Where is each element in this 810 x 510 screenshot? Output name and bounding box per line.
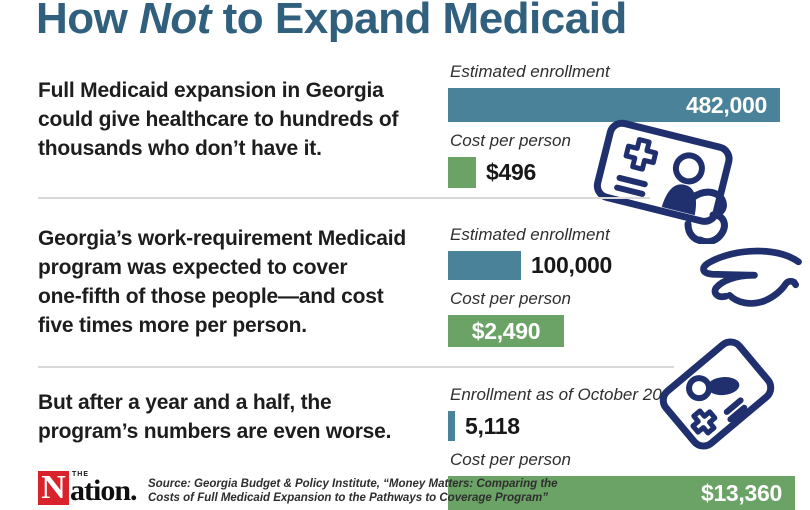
cost-bar: $13,360 (448, 476, 795, 510)
cost-value: $496 (486, 159, 536, 185)
enrollment-bar (448, 251, 521, 280)
cost-bar: $2,490 (448, 315, 564, 347)
section-divider (38, 366, 674, 368)
paragraph-line: Full Medicaid expansion in Georgia (38, 79, 384, 102)
section-divider (38, 197, 650, 199)
paragraph-line: could give healthcare to hundreds of (38, 108, 399, 131)
paragraph-full-expansion: Full Medicaid expansion in Georgia could… (38, 76, 399, 163)
cost-value: $2,490 (471, 317, 541, 344)
enrollment-value: 482,000 (685, 91, 767, 118)
enrollment-bar (448, 411, 455, 441)
nation-logo-n: N (38, 471, 69, 505)
source-attribution: Source: Georgia Budget & Policy Institut… (148, 477, 558, 505)
paragraph-line: thousands who don’t have it. (38, 137, 322, 160)
nation-logo-ation: ation. (70, 474, 138, 507)
chart-pathways-expected: Estimated enrollment 100,000 Cost per pe… (448, 225, 612, 347)
cost-bar-row: $496 (448, 157, 780, 188)
cost-bar (448, 157, 476, 188)
enrollment-label: Estimated enrollment (450, 62, 610, 81)
paragraph-actual-numbers: But after a year and a half, the program… (38, 388, 391, 446)
title-text: How (36, 0, 140, 43)
enrollment-bar: 482,000 (448, 88, 780, 122)
hand-holding-card-icon (593, 119, 733, 244)
enrollment-bar-row: 100,000 (448, 251, 612, 280)
enrollment-bar-row: 5,118 (448, 411, 795, 441)
enrollment-label: Estimated enrollment (450, 225, 610, 244)
chart-pathways-actual: Enrollment as of October 2024 5,118 Cost… (448, 385, 795, 510)
enrollment-label: Enrollment as of October 2024 (450, 385, 681, 404)
cost-value: $13,360 (700, 479, 782, 506)
nation-logo-the: THE (72, 471, 89, 478)
chart-full-expansion: Estimated enrollment 482,000 Cost per pe… (448, 62, 780, 188)
cost-label: Cost per person (450, 450, 571, 469)
title-text: to Expand Medicaid (210, 0, 628, 43)
nation-logo: N THE ation. (38, 470, 138, 507)
paragraph-line: Georgia’s work-requirement Medicaid (38, 227, 406, 250)
cost-label: Cost per person (450, 131, 571, 150)
paragraph-line: program’s numbers are even worse. (38, 420, 392, 443)
dropping-hand-icon (700, 247, 802, 307)
falling-card-icon (659, 338, 775, 450)
paragraph-line: five times more per person. (38, 314, 307, 337)
enrollment-value: 100,000 (531, 252, 613, 278)
paragraph-line: program was expected to cover (38, 256, 348, 279)
page-title: How Not to Expand Medicaid (36, 0, 627, 44)
title-text-italic: Not (139, 0, 211, 43)
source-line: Costs of Full Medicaid Expansion to the … (148, 492, 549, 504)
paragraph-work-requirement: Georgia’s work-requirement Medicaid prog… (38, 224, 406, 340)
cost-label: Cost per person (450, 289, 571, 308)
source-line: Source: Georgia Budget & Policy Institut… (148, 478, 558, 490)
paragraph-line: But after a year and a half, the (38, 391, 332, 414)
paragraph-line: one-fifth of those people—and cost (38, 285, 384, 308)
enrollment-value: 5,118 (465, 412, 520, 439)
